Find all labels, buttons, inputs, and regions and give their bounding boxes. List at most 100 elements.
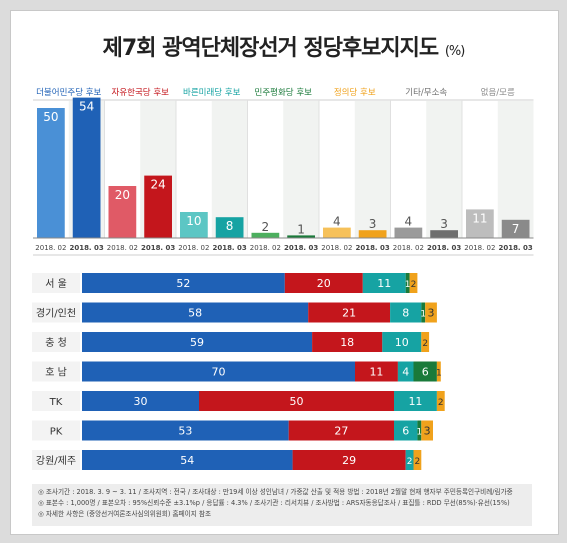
- party-bar: [501, 219, 530, 238]
- stacked-segment: [312, 332, 383, 352]
- stacked-segment: [355, 361, 398, 382]
- period-tick-label: 2018. 03: [284, 244, 318, 252]
- party-bar: [287, 235, 315, 238]
- party-bar: [430, 230, 458, 238]
- segment-value-label: 58: [188, 307, 202, 320]
- legend-label: 더불어민주당 후보: [36, 87, 101, 98]
- stacked-segment: [394, 420, 418, 441]
- footnote-line-3: ◎ 자세한 사항은 (중앙선거여론조사심의위원회) 홈페이지 참조: [38, 510, 212, 518]
- title-unit: (%): [444, 44, 465, 59]
- stacked-segment: [284, 273, 363, 293]
- stacked-segment: [421, 420, 433, 441]
- party-bar: [323, 227, 351, 238]
- region-label: TK: [49, 397, 63, 408]
- stacked-segment: [82, 420, 289, 441]
- bar-value-label: 10: [186, 214, 201, 228]
- bar-value-label: 2: [262, 220, 270, 234]
- region-label-bg: [32, 391, 80, 411]
- region-label: 서 울: [45, 278, 67, 290]
- segment-value-label: 50: [290, 395, 304, 408]
- period-bg: [211, 101, 248, 238]
- stacked-segment: [199, 391, 394, 411]
- stacked-segment: [390, 302, 422, 323]
- period-tick-label: 2018. 03: [355, 244, 389, 252]
- period-bg: [426, 101, 462, 238]
- legend-label: 없음/모름: [481, 88, 515, 98]
- segment-value-label: 8: [402, 307, 409, 320]
- bar-value-label: 11: [472, 211, 487, 225]
- party-bar: [108, 186, 137, 238]
- stacked-segment: [436, 361, 441, 382]
- bar-value-label: 3: [369, 217, 377, 231]
- segment-value-label: 59: [190, 336, 204, 349]
- party-bar: [37, 108, 65, 238]
- segment-value-label: 20: [317, 277, 331, 290]
- segment-value-label: 70: [212, 366, 226, 379]
- stacked-segment: [405, 450, 414, 470]
- period-bg: [283, 101, 319, 238]
- segment-value-label: 2: [407, 457, 413, 467]
- bar-value-label: 4: [333, 215, 341, 229]
- stacked-segment: [421, 302, 426, 323]
- stacked-segment: [409, 273, 418, 293]
- segment-value-label: 4: [402, 366, 409, 379]
- segment-value-label: 2: [438, 398, 444, 408]
- stacked-segment: [292, 450, 406, 470]
- period-tick-label: 2018. 03: [141, 244, 175, 252]
- stacked-segment: [82, 273, 285, 293]
- bar-value-label: 20: [115, 188, 130, 202]
- party-bar: [180, 212, 208, 238]
- stacked-segment: [308, 302, 391, 323]
- party-bar: [215, 217, 244, 238]
- footnote-line-1: ◎ 조사기간 : 2018. 3. 9 ~ 3. 11 / 조사지역 : 전국 …: [38, 488, 513, 496]
- survey-footnote: ◎ 조사기간 : 2018. 3. 9 ~ 3. 11 / 조사지역 : 전국 …: [32, 484, 532, 526]
- period-tick-label: 2018. 03: [69, 244, 103, 252]
- party-bar: [466, 209, 494, 238]
- bar-value-label: 54: [79, 100, 94, 114]
- stacked-segment: [82, 450, 293, 470]
- regional-stacked-chart: 서 울 52 20 11 1 2경기/인천 58 21 8 1 3충 청 59 18 10 2호 남 70 11…: [32, 273, 445, 470]
- segment-value-label: 30: [134, 395, 148, 408]
- segment-value-label: 52: [176, 277, 190, 290]
- region-label-bg: [32, 273, 80, 293]
- stacked-segment: [413, 361, 437, 382]
- party-bar: [358, 230, 387, 238]
- stacked-segment: [421, 332, 430, 352]
- stacked-segment: [82, 391, 199, 411]
- bar-value-label: 4: [405, 215, 413, 229]
- stacked-segment: [417, 420, 422, 441]
- segment-value-label: 3: [424, 425, 431, 438]
- region-label-bg: [32, 420, 80, 441]
- bar-value-label: 50: [43, 110, 58, 124]
- bar-value-label: 24: [150, 178, 165, 192]
- segment-value-label: 54: [180, 454, 194, 467]
- chart-card: [10, 10, 559, 535]
- period-bg: [497, 101, 534, 238]
- legend-label: 자유한국당 후보: [112, 87, 170, 98]
- legend-label: 민주평화당 후보: [255, 87, 313, 98]
- period-tick-label: 2018. 03: [498, 244, 532, 252]
- segment-value-label: 2: [422, 339, 428, 349]
- segment-value-label: 1: [420, 310, 426, 320]
- period-tick-label: 2018. 02: [464, 244, 495, 252]
- region-label-bg: [32, 361, 80, 382]
- stacked-segment: [397, 361, 414, 382]
- legend-label: 정의당 후보: [334, 87, 376, 98]
- segment-value-label: 29: [342, 454, 356, 467]
- region-label-bg: [32, 450, 80, 470]
- party-bar: [394, 227, 423, 238]
- stacked-segment: [82, 302, 309, 323]
- legend-label: 기타/무소속: [405, 88, 447, 98]
- stacked-segment: [425, 302, 437, 323]
- party-bar: [72, 97, 101, 238]
- title-text: 제7회 광역단체장선거 정당후보지지도: [102, 36, 439, 61]
- bar-value-label: 1: [297, 222, 305, 236]
- period-tick-label: 2018. 02: [35, 244, 66, 252]
- segment-value-label: 27: [334, 425, 348, 438]
- stacked-segment: [413, 450, 422, 470]
- segment-value-label: 11: [377, 277, 391, 290]
- segment-value-label: 11: [408, 395, 422, 408]
- stacked-segment: [82, 332, 313, 352]
- region-label: 강원/제주: [36, 455, 76, 467]
- chart-title: 제7회 광역단체장선거 정당후보지지도 (%): [0, 30, 567, 62]
